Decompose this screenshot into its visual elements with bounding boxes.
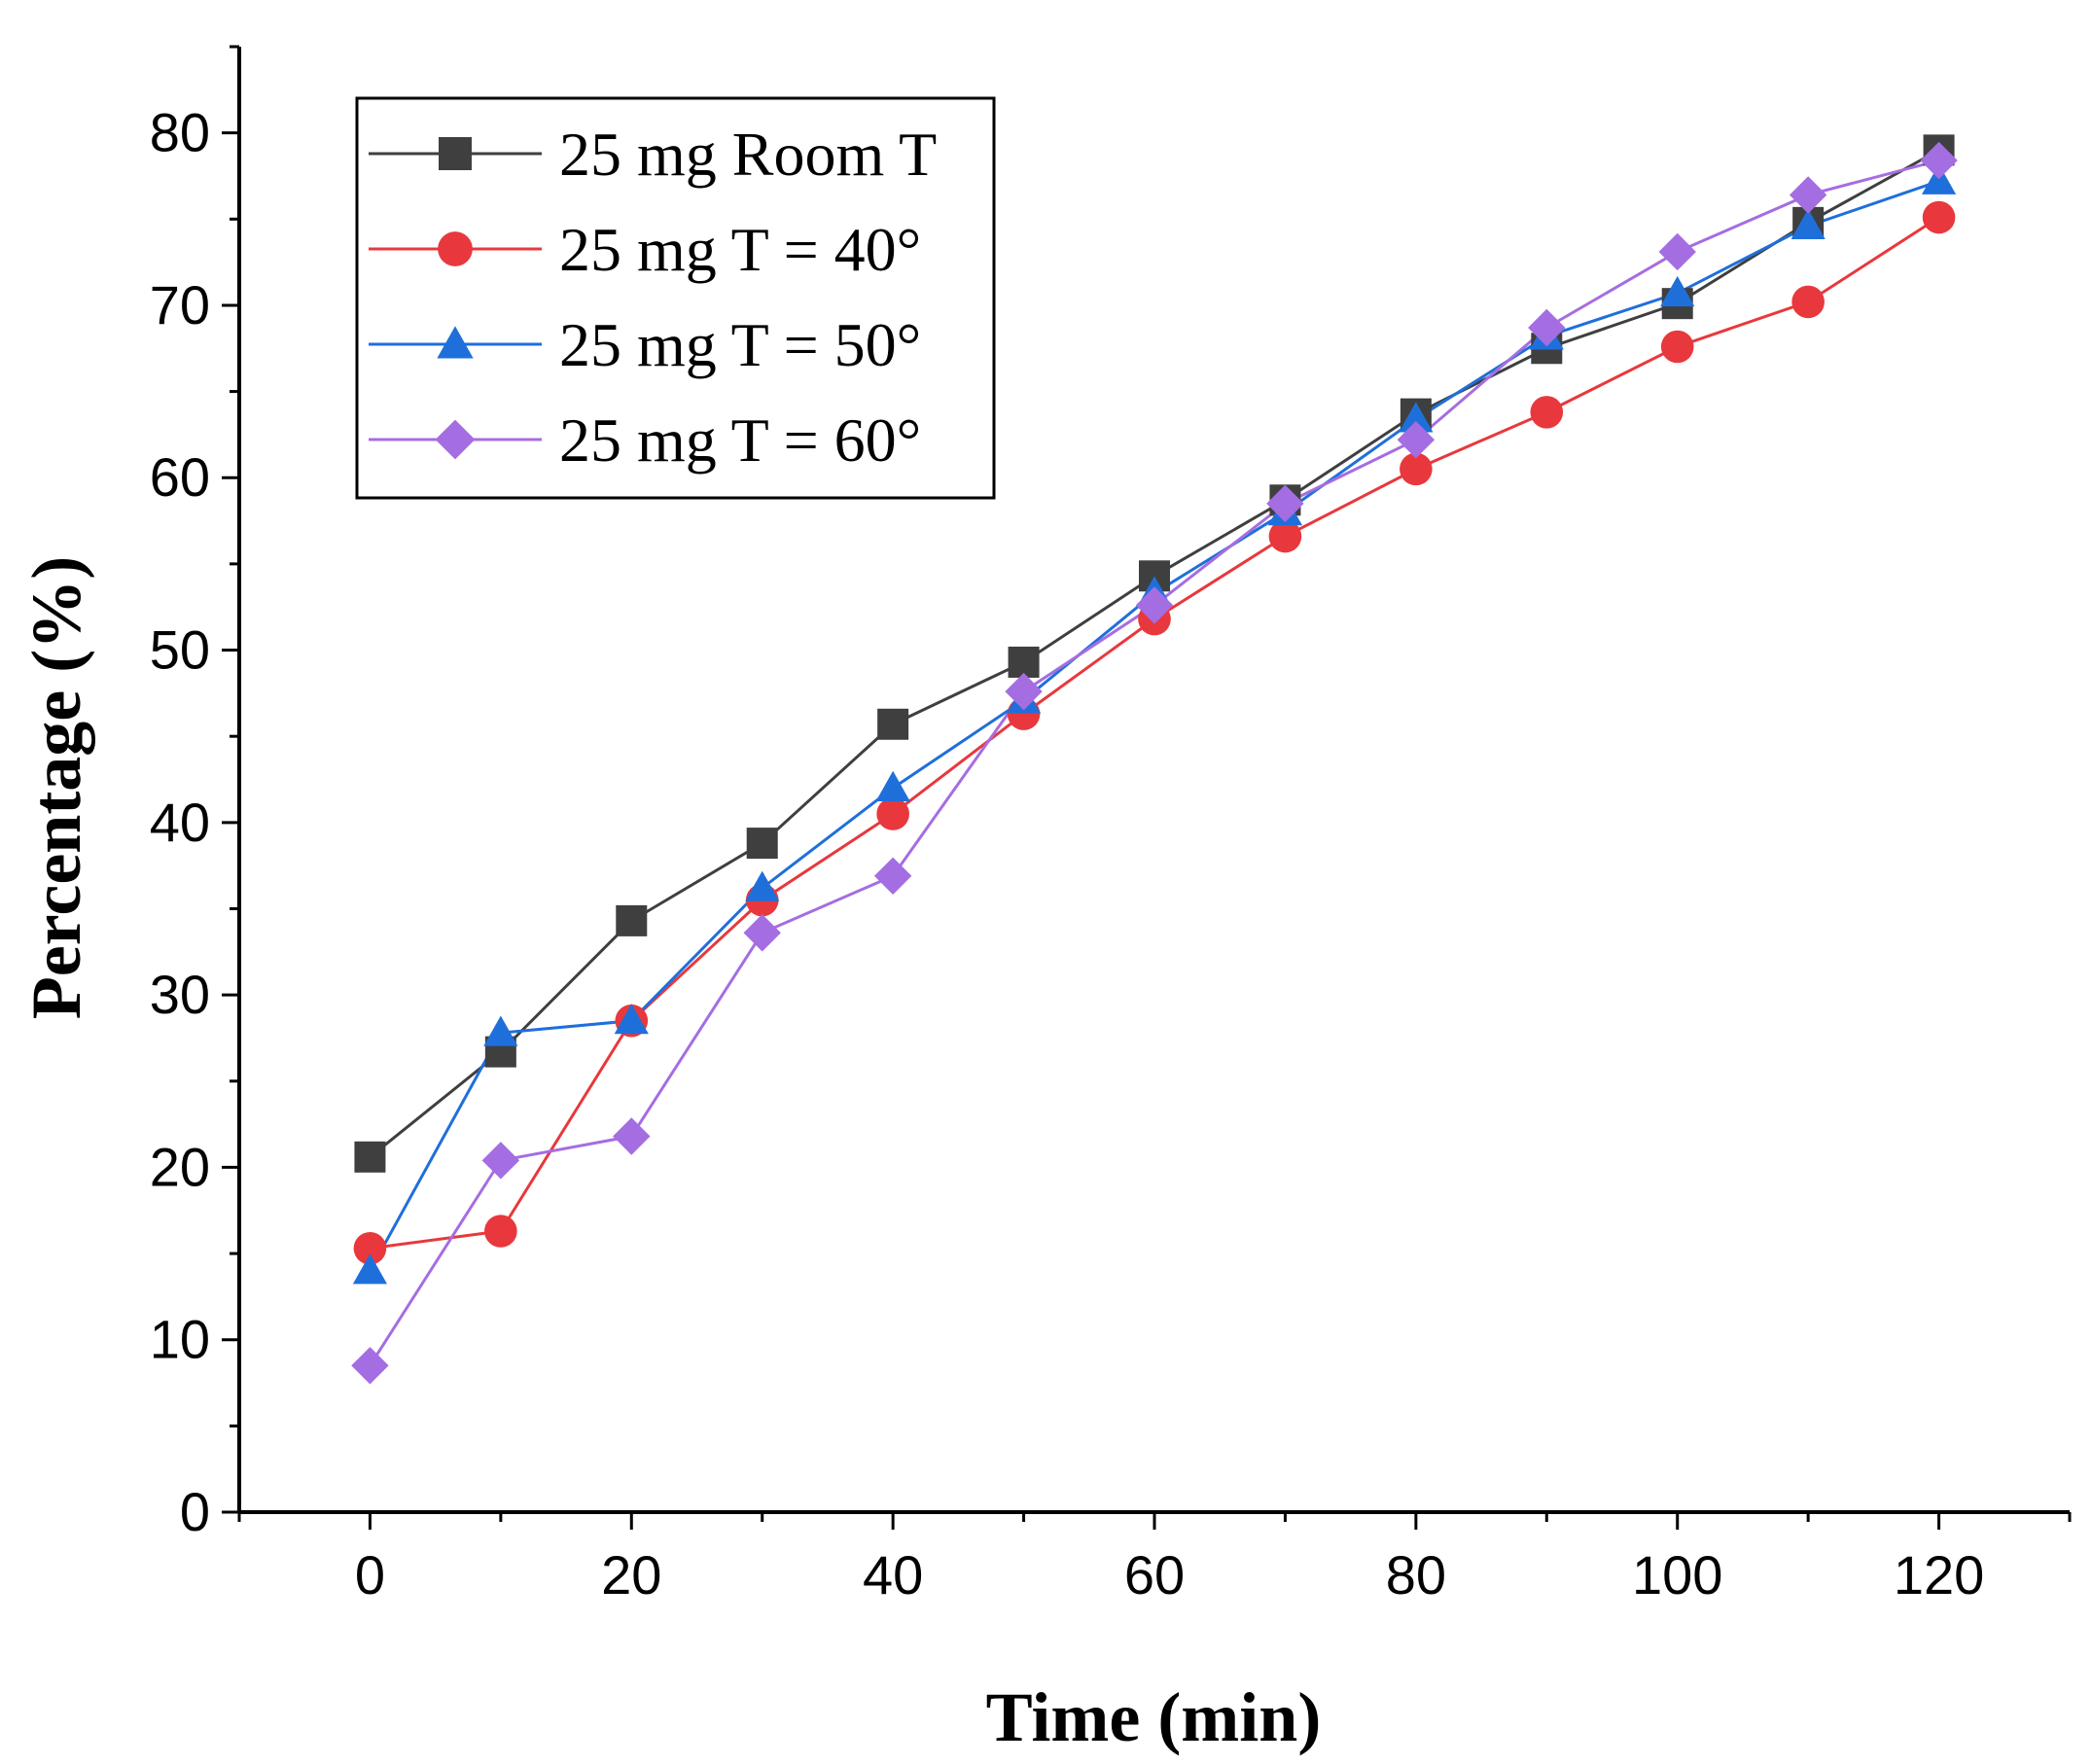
data-point-series-4 — [1658, 232, 1696, 271]
data-point-series-2 — [1660, 330, 1694, 364]
y-tick-label: 30 — [150, 964, 210, 1025]
data-point-series-2 — [1922, 200, 1956, 234]
legend-label-3: 25 mg T = 50° — [559, 310, 921, 379]
x-axis-title: Time (min) — [986, 1678, 1322, 1756]
data-point-series-4 — [1920, 141, 1958, 180]
data-point-series-3 — [875, 770, 910, 801]
data-point-series-1 — [746, 828, 778, 860]
data-point-series-3 — [745, 870, 780, 901]
data-point-series-2 — [1268, 519, 1302, 553]
data-point-series-1 — [877, 708, 909, 740]
data-point-series-1 — [1008, 646, 1040, 678]
x-tick-label: 40 — [863, 1544, 923, 1605]
x-tick-label: 60 — [1124, 1544, 1185, 1605]
data-point-series-4 — [873, 857, 912, 895]
y-tick-label: 10 — [150, 1309, 210, 1370]
axes: 0 10 20 30 40 50 60 70 80 0 20 40 60 80 100 120 — [150, 45, 2072, 1605]
y-tick-label: 20 — [150, 1136, 210, 1197]
data-point-series-4 — [1528, 308, 1566, 347]
data-point-series-1 — [354, 1141, 386, 1173]
legend: 25 mg Room T 25 mg T = 40° 25 mg T = 50° 25… — [355, 96, 996, 500]
data-point-series-3 — [1660, 275, 1695, 307]
plot-area — [351, 134, 1958, 1385]
x-tick-label: 80 — [1386, 1544, 1446, 1605]
data-point-series-4 — [1005, 672, 1043, 711]
data-point-series-3 — [483, 1015, 518, 1046]
data-point-series-1 — [616, 904, 648, 936]
data-point-series-4 — [613, 1117, 651, 1155]
data-point-series-4 — [351, 1347, 389, 1385]
data-point-series-2 — [876, 797, 909, 830]
data-point-series-2 — [484, 1215, 517, 1248]
y-tick-label: 40 — [150, 792, 210, 853]
x-tick-label: 100 — [1632, 1544, 1722, 1605]
legend-label-2: 25 mg T = 40° — [559, 215, 921, 284]
data-point-series-4 — [1789, 176, 1827, 214]
y-tick-label: 0 — [180, 1481, 210, 1542]
data-point-series-3 — [614, 1004, 649, 1035]
data-point-series-4 — [1397, 421, 1436, 459]
legend-label-4: 25 mg T = 60° — [559, 406, 921, 475]
legend-marker-1 — [439, 137, 472, 170]
data-point-series-2 — [1791, 285, 1825, 319]
data-point-series-4 — [743, 914, 781, 952]
legend-marker-3 — [437, 326, 474, 359]
y-axis-title: Percentage (%) — [18, 556, 95, 1019]
x-tick-label: 20 — [601, 1544, 661, 1605]
y-tick-label: 80 — [150, 102, 210, 163]
data-point-series-4 — [481, 1142, 520, 1180]
data-point-series-4 — [1135, 586, 1174, 624]
x-tick-label: 120 — [1894, 1544, 1984, 1605]
y-tick-label: 60 — [150, 446, 210, 508]
data-point-series-4 — [1266, 484, 1304, 523]
data-point-series-2 — [1530, 396, 1564, 429]
legend-marker-4 — [435, 419, 476, 460]
data-point-series-3 — [1399, 402, 1434, 433]
data-point-series-2 — [1400, 452, 1433, 486]
data-point-series-2 — [353, 1231, 387, 1265]
legend-label-1: 25 mg Room T — [559, 120, 937, 189]
data-point-series-3 — [1791, 208, 1826, 239]
x-tick-label: 0 — [355, 1544, 385, 1605]
y-tick-label: 50 — [150, 619, 210, 681]
data-point-series-3 — [1921, 163, 1957, 194]
legend-marker-2 — [438, 231, 473, 266]
y-tick-label: 70 — [150, 274, 210, 335]
data-point-series-3 — [352, 1253, 388, 1285]
